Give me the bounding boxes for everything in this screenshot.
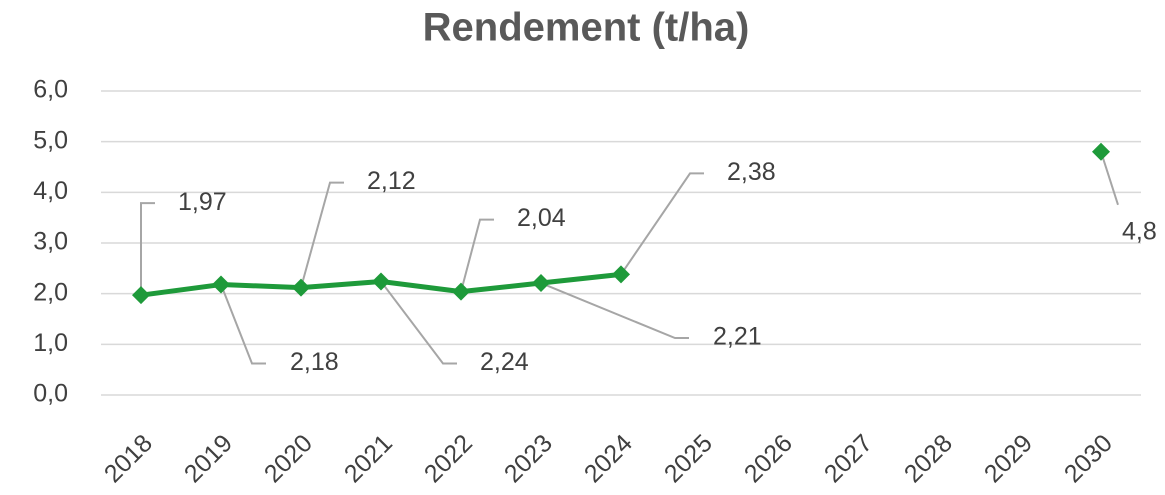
leader-line — [220, 284, 266, 365]
leader-line — [620, 172, 704, 275]
x-tick-label: 2021 — [339, 429, 398, 488]
leader-line — [300, 181, 344, 288]
data-label: 2,18 — [290, 348, 339, 376]
marker — [292, 278, 310, 297]
x-tick-label: 2018 — [99, 429, 158, 488]
x-tick-label: 2024 — [579, 429, 638, 488]
data-label: 2,12 — [367, 167, 416, 195]
marker — [452, 282, 470, 301]
y-tick-label: 0,0 — [33, 380, 68, 408]
marker — [372, 272, 390, 291]
data-label: 4,8 — [1122, 217, 1157, 245]
data-label: 2,24 — [480, 348, 529, 376]
x-tick-label: 2029 — [979, 429, 1038, 488]
x-tick-label: 2026 — [739, 429, 798, 488]
x-tick-label: 2028 — [899, 429, 958, 488]
y-tick-label: 1,0 — [33, 329, 68, 357]
chart-title: Rendement (t/ha) — [423, 6, 750, 50]
x-tick-label: 2025 — [659, 429, 718, 488]
x-tick-label: 2027 — [819, 429, 878, 488]
data-label: 2,04 — [517, 204, 566, 232]
leader-line — [540, 282, 689, 340]
x-tick-label: 2020 — [259, 429, 318, 488]
marker — [612, 265, 630, 284]
y-tick-label: 2,0 — [33, 278, 68, 306]
marker — [532, 274, 550, 293]
x-tick-label: 2023 — [499, 429, 558, 488]
x-tick-label: 2022 — [419, 429, 478, 488]
x-tick-label: 2019 — [179, 429, 238, 488]
leader-line — [460, 218, 494, 292]
leader-line — [380, 280, 457, 365]
marker — [1092, 142, 1110, 161]
y-tick-label: 4,0 — [33, 177, 68, 205]
y-tick-label: 5,0 — [33, 126, 68, 154]
marker — [212, 275, 230, 294]
y-tick-label: 3,0 — [33, 228, 68, 256]
data-label: 2,21 — [713, 323, 762, 351]
data-label: 1,97 — [178, 188, 227, 216]
x-tick-label: 2030 — [1059, 429, 1118, 488]
data-label: 2,38 — [727, 158, 776, 186]
leader-line — [140, 202, 155, 296]
marker — [132, 286, 150, 305]
leader-line — [1100, 151, 1119, 206]
y-tick-label: 6,0 — [33, 76, 68, 104]
